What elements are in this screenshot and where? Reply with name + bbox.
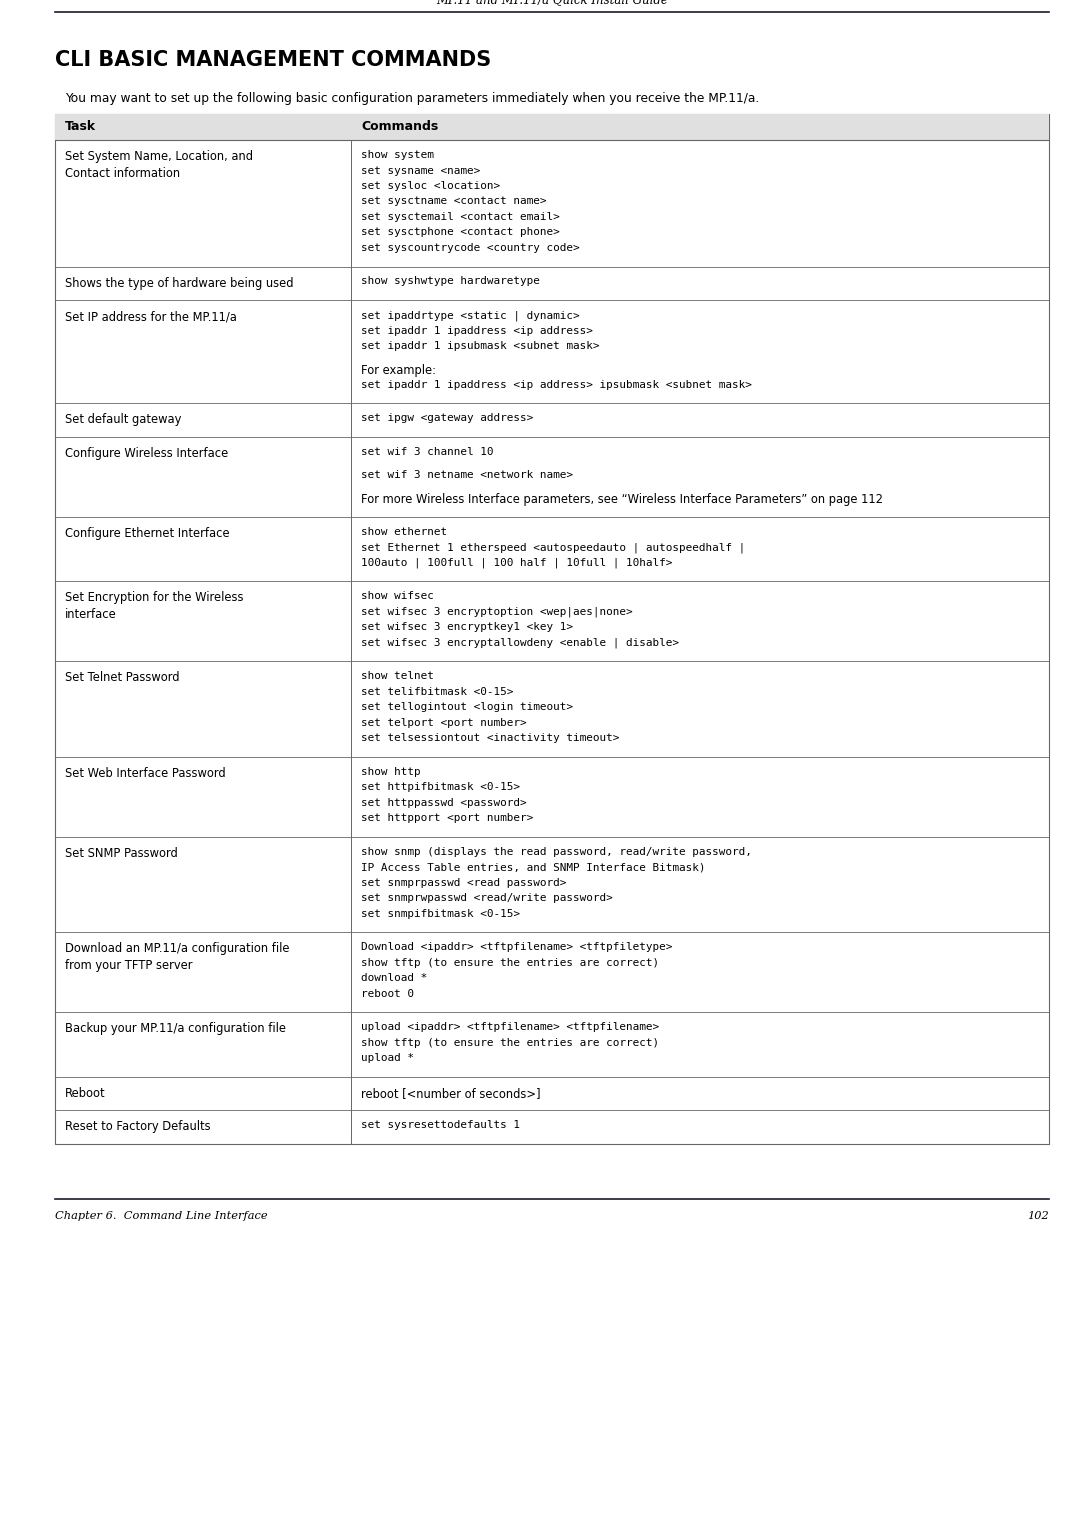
Text: show system: show system xyxy=(362,150,435,160)
Text: set snmpifbitmask <0-15>: set snmpifbitmask <0-15> xyxy=(362,909,521,919)
Text: Set Web Interface Password: Set Web Interface Password xyxy=(65,768,225,780)
Text: set sysctphone <contact phone>: set sysctphone <contact phone> xyxy=(362,227,560,238)
Text: 100auto | 100full | 100 half | 10full | 10half>: 100auto | 100full | 100 half | 10full | … xyxy=(362,557,673,568)
Text: Set System Name, Location, and
Contact information: Set System Name, Location, and Contact i… xyxy=(65,150,253,180)
Text: Set IP address for the MP.11/a: Set IP address for the MP.11/a xyxy=(65,310,237,322)
Text: set httppasswd <password>: set httppasswd <password> xyxy=(362,798,527,807)
Text: set wif 3 netname <network name>: set wif 3 netname <network name> xyxy=(362,470,573,480)
Text: Reboot: Reboot xyxy=(65,1087,106,1099)
Text: Shows the type of hardware being used: Shows the type of hardware being used xyxy=(65,276,294,290)
Text: set httpifbitmask <0-15>: set httpifbitmask <0-15> xyxy=(362,783,521,792)
Text: You may want to set up the following basic configuration parameters immediately : You may want to set up the following bas… xyxy=(65,92,759,104)
Text: set ipgw <gateway address>: set ipgw <gateway address> xyxy=(362,413,534,424)
Text: set sysname <name>: set sysname <name> xyxy=(362,166,480,175)
Text: Task: Task xyxy=(65,121,96,134)
Text: reboot 0: reboot 0 xyxy=(362,989,414,999)
Text: Set SNMP Password: Set SNMP Password xyxy=(65,847,178,860)
Text: Commands: Commands xyxy=(362,121,439,134)
Text: set Ethernet 1 etherspeed <autospeedauto | autospeedhalf |: set Ethernet 1 etherspeed <autospeedauto… xyxy=(362,542,746,553)
Text: Chapter 6.  Command Line Interface: Chapter 6. Command Line Interface xyxy=(56,1211,268,1220)
Text: Backup your MP.11/a configuration file: Backup your MP.11/a configuration file xyxy=(65,1022,286,1035)
Text: set httpport <port number>: set httpport <port number> xyxy=(362,814,534,823)
Text: Configure Wireless Interface: Configure Wireless Interface xyxy=(65,447,229,460)
Text: Reset to Factory Defaults: Reset to Factory Defaults xyxy=(65,1121,210,1133)
Text: reboot [<number of seconds>]: reboot [<number of seconds>] xyxy=(362,1087,541,1099)
Bar xyxy=(56,114,1049,1144)
Text: set ipaddr 1 ipaddress <ip address> ipsubmask <subnet mask>: set ipaddr 1 ipaddress <ip address> ipsu… xyxy=(362,379,752,390)
Text: set telsessiontout <inactivity timeout>: set telsessiontout <inactivity timeout> xyxy=(362,734,620,743)
Text: upload *: upload * xyxy=(362,1053,414,1064)
Text: IP Access Table entries, and SNMP Interface Bitmask): IP Access Table entries, and SNMP Interf… xyxy=(362,863,706,872)
Text: show telnet: show telnet xyxy=(362,671,435,682)
Text: For example:: For example: xyxy=(362,364,437,378)
Text: Configure Ethernet Interface: Configure Ethernet Interface xyxy=(65,527,230,540)
Text: show ethernet: show ethernet xyxy=(362,527,448,537)
Text: set ipaddrtype <static | dynamic>: set ipaddrtype <static | dynamic> xyxy=(362,310,579,321)
Text: show syshwtype hardwaretype: show syshwtype hardwaretype xyxy=(362,276,540,287)
Text: set snmprpasswd <read password>: set snmprpasswd <read password> xyxy=(362,878,566,887)
Text: show http: show http xyxy=(362,768,420,777)
Text: Set Encryption for the Wireless
interface: Set Encryption for the Wireless interfac… xyxy=(65,591,244,622)
Text: set ipaddr 1 ipaddress <ip address>: set ipaddr 1 ipaddress <ip address> xyxy=(362,325,594,336)
Text: set syscountrycode <country code>: set syscountrycode <country code> xyxy=(362,243,579,253)
Text: Download an MP.11/a configuration file
from your TFTP server: Download an MP.11/a configuration file f… xyxy=(65,942,290,972)
Text: show snmp (displays the read password, read/write password,: show snmp (displays the read password, r… xyxy=(362,847,752,857)
Bar xyxy=(56,114,1049,140)
Text: set telifbitmask <0-15>: set telifbitmask <0-15> xyxy=(362,686,514,697)
Text: set snmprwpasswd <read/write password>: set snmprwpasswd <read/write password> xyxy=(362,893,613,903)
Text: upload <ipaddr> <tftpfilename> <tftpfilename>: upload <ipaddr> <tftpfilename> <tftpfile… xyxy=(362,1022,659,1032)
Text: set telport <port number>: set telport <port number> xyxy=(362,718,527,728)
Text: show wifsec: show wifsec xyxy=(362,591,435,602)
Text: Set Telnet Password: Set Telnet Password xyxy=(65,671,180,685)
Text: 102: 102 xyxy=(1027,1211,1049,1220)
Text: set sysctname <contact name>: set sysctname <contact name> xyxy=(362,196,547,207)
Text: Download <ipaddr> <tftpfilename> <tftpfiletype>: Download <ipaddr> <tftpfilename> <tftpfi… xyxy=(362,942,673,952)
Text: download *: download * xyxy=(362,973,428,984)
Text: Set default gateway: Set default gateway xyxy=(65,413,182,427)
Text: CLI BASIC MANAGEMENT COMMANDS: CLI BASIC MANAGEMENT COMMANDS xyxy=(56,51,491,71)
Text: set wif 3 channel 10: set wif 3 channel 10 xyxy=(362,447,493,457)
Text: set wifsec 3 encryptallowdeny <enable | disable>: set wifsec 3 encryptallowdeny <enable | … xyxy=(362,637,680,648)
Text: set wifsec 3 encryptoption <wep|aes|none>: set wifsec 3 encryptoption <wep|aes|none… xyxy=(362,606,633,617)
Text: set tellogintout <login timeout>: set tellogintout <login timeout> xyxy=(362,701,573,712)
Text: set sysloc <location>: set sysloc <location> xyxy=(362,181,500,190)
Text: MP.11 and MP.11/a Quick Install Guide: MP.11 and MP.11/a Quick Install Guide xyxy=(436,0,668,6)
Text: set wifsec 3 encryptkey1 <key 1>: set wifsec 3 encryptkey1 <key 1> xyxy=(362,622,573,632)
Text: For more Wireless Interface parameters, see “Wireless Interface Parameters” on p: For more Wireless Interface parameters, … xyxy=(362,493,883,507)
Text: set ipaddr 1 ipsubmask <subnet mask>: set ipaddr 1 ipsubmask <subnet mask> xyxy=(362,341,600,352)
Text: set sysctemail <contact email>: set sysctemail <contact email> xyxy=(362,212,560,223)
Text: show tftp (to ensure the entries are correct): show tftp (to ensure the entries are cor… xyxy=(362,1038,659,1048)
Text: show tftp (to ensure the entries are correct): show tftp (to ensure the entries are cor… xyxy=(362,958,659,967)
Text: set sysresettodefaults 1: set sysresettodefaults 1 xyxy=(362,1121,521,1130)
